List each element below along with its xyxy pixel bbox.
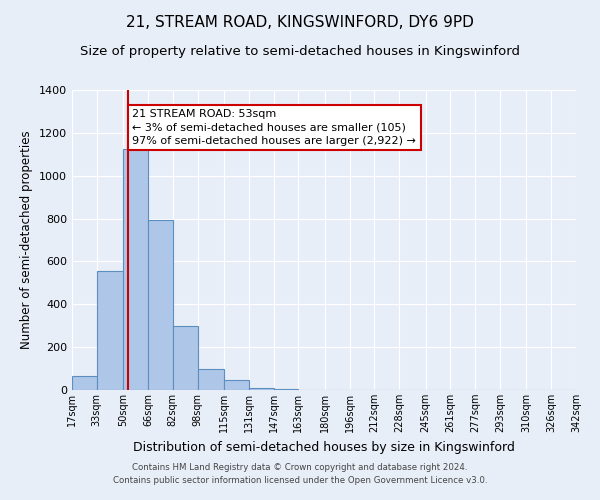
Bar — [97, 271, 123, 390]
Bar — [173, 326, 197, 390]
Bar — [197, 368, 224, 390]
Bar — [249, 388, 274, 390]
X-axis label: Distribution of semi-detached houses by size in Kingswinford: Distribution of semi-detached houses by … — [133, 440, 515, 454]
Text: 21 STREAM ROAD: 53sqm
← 3% of semi-detached houses are smaller (105)
97% of semi: 21 STREAM ROAD: 53sqm ← 3% of semi-detac… — [133, 110, 416, 146]
Text: Size of property relative to semi-detached houses in Kingswinford: Size of property relative to semi-detach… — [80, 45, 520, 58]
Text: Contains HM Land Registry data © Crown copyright and database right 2024.
Contai: Contains HM Land Registry data © Crown c… — [113, 464, 487, 485]
Text: 21, STREAM ROAD, KINGSWINFORD, DY6 9PD: 21, STREAM ROAD, KINGSWINFORD, DY6 9PD — [126, 15, 474, 30]
Bar — [72, 376, 97, 390]
Bar — [148, 220, 173, 390]
Bar — [123, 149, 148, 390]
Bar — [224, 380, 249, 390]
Y-axis label: Number of semi-detached properties: Number of semi-detached properties — [20, 130, 34, 350]
